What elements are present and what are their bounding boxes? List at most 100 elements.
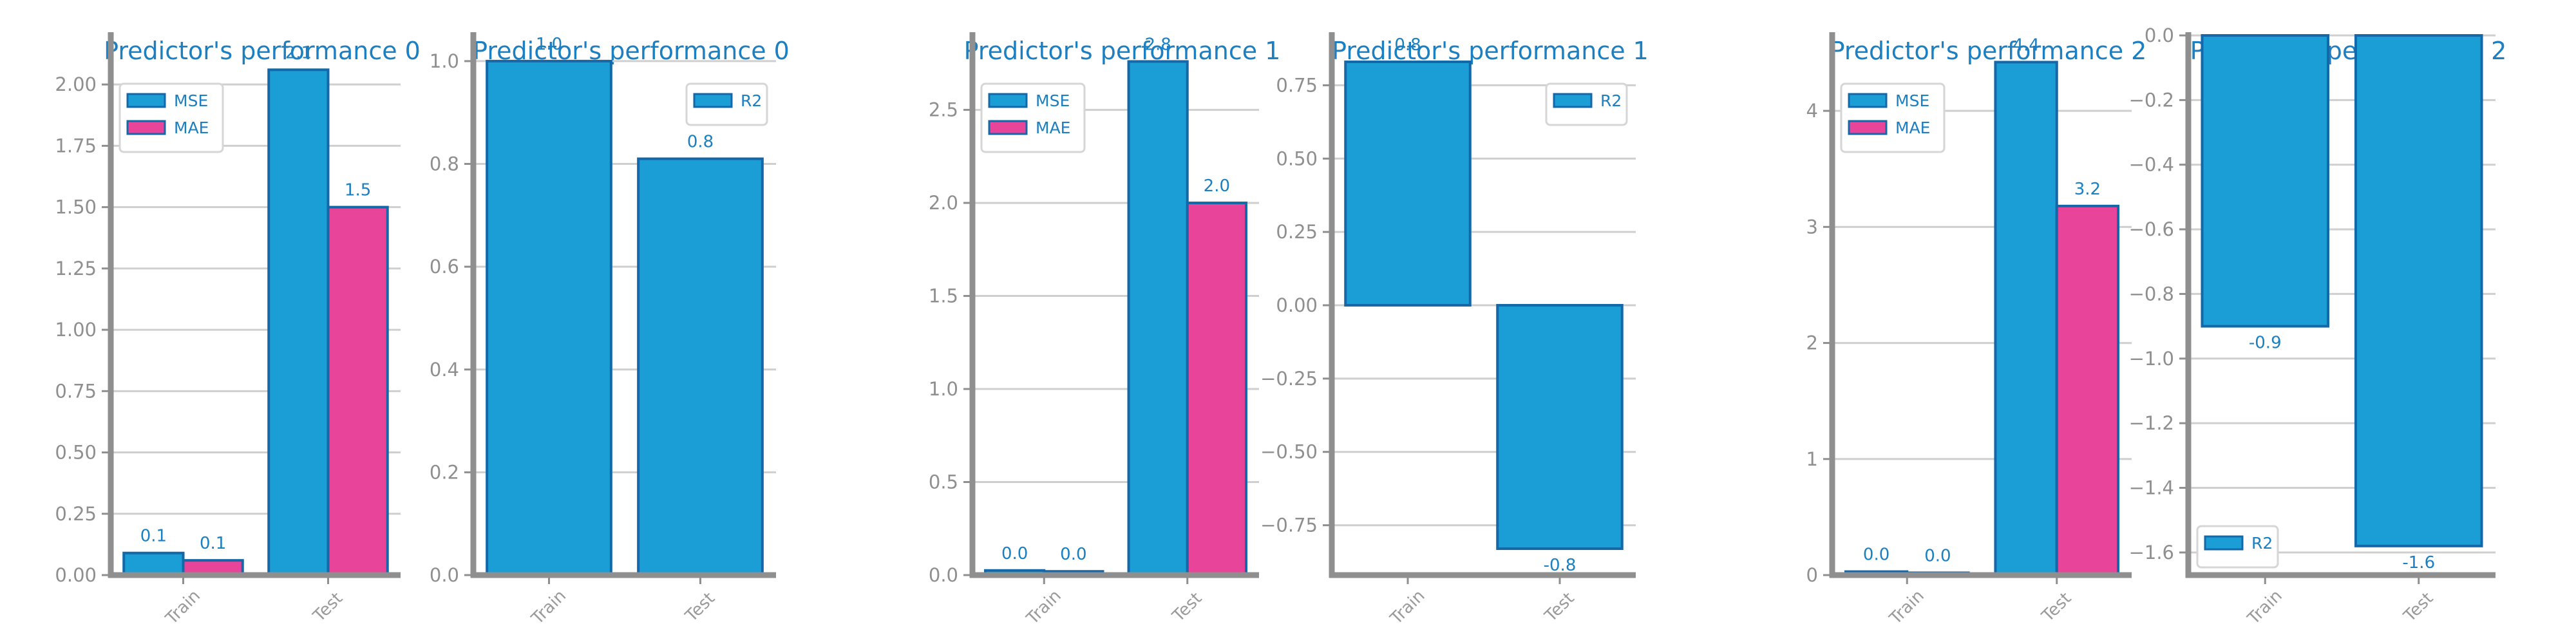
bar-R2-Test	[637, 157, 764, 577]
y-tick-label: 0.4	[430, 359, 459, 381]
y-tick-label: −0.2	[2129, 89, 2174, 111]
y-tick-label: 0.00	[55, 564, 97, 586]
x-tick-label: Train	[162, 586, 204, 629]
y-tick-label: 0.8	[430, 153, 459, 175]
legend-label: R2	[1600, 91, 1622, 110]
data-label: 2.0	[1204, 176, 1230, 196]
y-tick-label: 3	[1806, 216, 1818, 238]
legend: MSE MAE	[118, 82, 224, 153]
legend: MSE MAE	[980, 82, 1086, 153]
x-tick-label: Test	[681, 589, 719, 626]
legend-swatch-MAE	[988, 120, 1028, 135]
y-tick-label: 0.0	[929, 564, 958, 586]
legend-label: MAE	[174, 118, 209, 137]
data-label: 1.0	[536, 35, 562, 54]
chart-title: Predictor's performance 1	[964, 37, 1281, 65]
x-tick-label: Train	[1023, 586, 1065, 629]
x-tick-label: Train	[527, 586, 570, 629]
legend-label: R2	[2251, 534, 2273, 553]
x-tick-label: Test	[1168, 589, 1206, 626]
y-tick-label: 0	[1806, 564, 1818, 586]
legend-label: MAE	[1895, 118, 1930, 137]
bar-R2-Test	[2354, 34, 2483, 547]
y-tick-label: 0.50	[1276, 147, 1318, 169]
x-tick-label: Test	[309, 589, 346, 626]
y-tick-label: 0.2	[430, 461, 459, 483]
y-tick-label: −1.0	[2129, 348, 2174, 370]
x-tick-label: Train	[1886, 586, 1928, 629]
legend: R2	[1545, 82, 1628, 126]
data-label: 1.5	[345, 181, 371, 200]
y-tick-label: 0.75	[1276, 74, 1318, 96]
bar-MAE-Test	[327, 205, 389, 576]
bar-R2-Train	[2201, 34, 2330, 328]
legend: R2	[2196, 525, 2279, 569]
y-tick-label: −0.50	[1260, 441, 1318, 463]
data-label: 3.2	[2074, 180, 2101, 199]
y-tick-label: 1.0	[929, 378, 958, 400]
legend: MSE MAE	[1840, 82, 1946, 153]
data-label: 0.8	[1394, 35, 1421, 55]
data-label: -0.8	[1544, 556, 1577, 575]
y-tick-label: 4	[1806, 100, 1818, 122]
legend-swatch-R2	[693, 93, 733, 108]
legend-label: R2	[741, 91, 762, 110]
chart-title: Predictor's performance 0	[104, 37, 421, 65]
bar-MSE-Test	[1994, 61, 2058, 576]
legend-label: MSE	[1036, 91, 1070, 110]
legend: R2	[685, 82, 768, 126]
legend-swatch-MSE	[126, 93, 166, 108]
y-tick-label: 2	[1806, 332, 1818, 354]
bar-R2-Train	[486, 59, 612, 576]
legend-swatch-R2	[2204, 535, 2244, 551]
chart-panel-1: Predictor's performance 00.00.20.40.60.8…	[430, 32, 790, 629]
legend-swatch-MAE	[1848, 120, 1888, 135]
y-tick-label: −0.75	[1260, 515, 1318, 536]
x-tick-label: Test	[1541, 589, 1578, 626]
y-tick-label: 2.00	[55, 73, 97, 95]
data-label: 0.8	[687, 133, 714, 152]
y-tick-label: 1	[1806, 448, 1818, 470]
data-label: 0.0	[1863, 545, 1889, 565]
bar-R2-Test	[1496, 304, 1624, 551]
legend-swatch-R2	[1553, 93, 1593, 108]
y-tick-label: 0.50	[55, 442, 97, 464]
legend-swatch-MSE	[988, 93, 1028, 108]
y-tick-label: 0.0	[430, 564, 459, 586]
data-label: 4.4	[2012, 35, 2039, 55]
y-tick-label: 0.25	[55, 503, 97, 525]
bar-MSE-Test	[1127, 60, 1189, 576]
data-label: 2.8	[1144, 35, 1171, 54]
y-tick-label: 1.25	[55, 258, 97, 279]
y-tick-label: 2.0	[929, 192, 958, 214]
legend-swatch-MAE	[126, 120, 166, 135]
bar-MAE-Test	[1186, 202, 1247, 576]
legend-label: MSE	[174, 91, 208, 110]
chart-title: Predictor's performance 1	[1332, 37, 1649, 65]
data-label: -1.6	[2402, 553, 2435, 573]
data-label: 0.1	[200, 534, 226, 553]
y-tick-label: 0.25	[1276, 221, 1318, 243]
chart-panel-0: Predictor's performance 0 0.00 0.25 0.50 0.7…	[55, 32, 421, 629]
y-tick-label: 1.75	[55, 135, 97, 156]
x-tick-label: Train	[2244, 586, 2286, 629]
y-tick-label: −0.4	[2129, 154, 2174, 176]
legend-label: MSE	[1895, 91, 1929, 110]
y-tick-label: 0.6	[430, 256, 459, 278]
y-tick-label: 0.00	[1276, 294, 1318, 316]
data-label: 0.0	[1924, 546, 1951, 565]
chart-panel-4: Predictor's performance 2 0 1 2 3 4 0.0 0.0 Trai…	[1806, 32, 2146, 629]
y-tick-label: 1.00	[55, 319, 97, 341]
data-label: 0.0	[1060, 545, 1086, 564]
data-label: -0.9	[2249, 334, 2282, 353]
y-tick-label: −0.25	[1260, 368, 1318, 390]
x-tick-label: Train	[1387, 586, 1429, 629]
legend-label: MAE	[1036, 118, 1070, 137]
bar-R2-Train	[1344, 60, 1472, 307]
bar-MAE-Test	[2055, 204, 2120, 576]
y-tick-label: −0.6	[2129, 218, 2174, 240]
y-tick-label: 0.0	[2145, 24, 2174, 46]
bar-MSE-Train	[122, 551, 185, 577]
y-tick-label: −1.2	[2129, 412, 2174, 434]
